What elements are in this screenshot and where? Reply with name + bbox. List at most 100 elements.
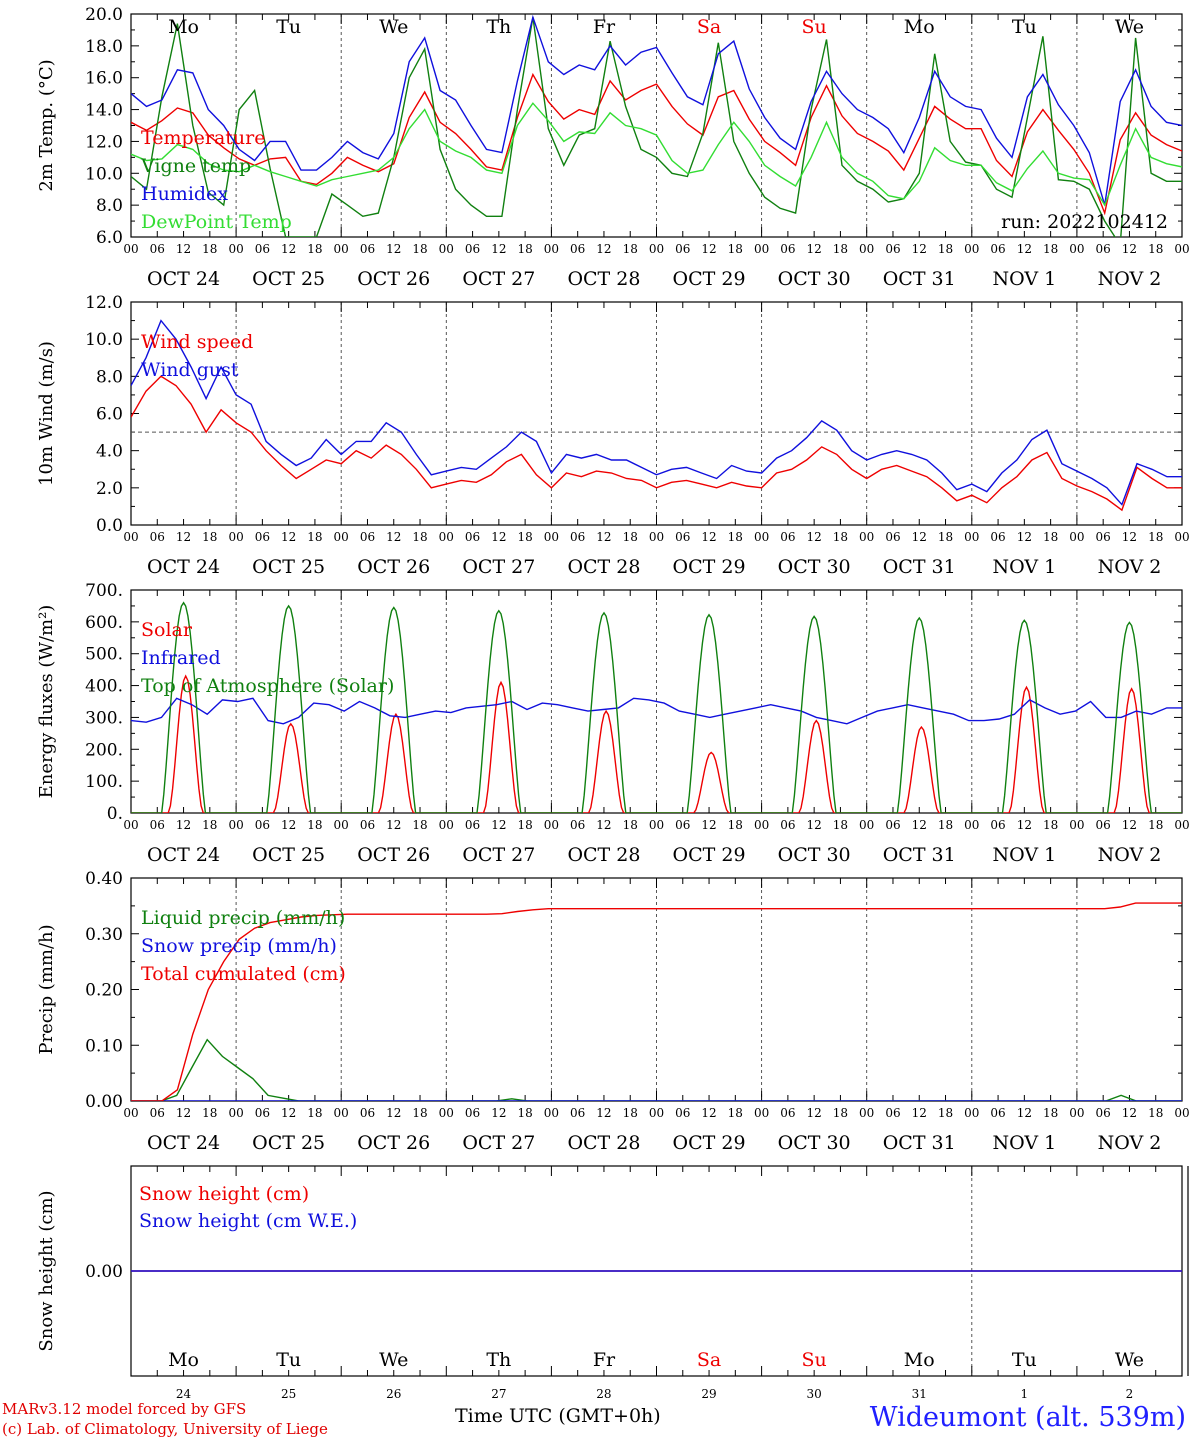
x-hour-label: 06 <box>570 818 585 832</box>
x-hour-label: 06 <box>990 1106 1005 1120</box>
y-axis-label: Snow height (cm) <box>36 1190 57 1351</box>
x-hour-label: 06 <box>570 242 585 256</box>
x-hour-label: 00 <box>1069 818 1084 832</box>
legend-entry: Solar <box>141 619 193 641</box>
x-hour-label: 12 <box>386 242 401 256</box>
weekday-label: Tu <box>276 16 301 38</box>
y-tick-label: 8.0 <box>96 367 123 387</box>
x-hour-label: 18 <box>412 818 427 832</box>
y-tick-label: 12.0 <box>85 293 123 313</box>
x-date-label: OCT 28 <box>567 844 640 866</box>
y-tick-label: 12.0 <box>85 132 123 152</box>
series-line <box>131 102 1182 207</box>
x-hour-label: 00 <box>859 818 874 832</box>
legend-entry: Snow height (cm) <box>139 1183 309 1205</box>
series-line <box>131 902 1182 1101</box>
y-tick-label: 0.00 <box>85 1262 123 1282</box>
x-hour-label: 12 <box>596 818 611 832</box>
x-hour-label: 00 <box>1174 242 1189 256</box>
series-line <box>131 697 1182 725</box>
y-tick-label: 10.0 <box>85 330 123 350</box>
x-hour-label: 18 <box>412 1106 427 1120</box>
x-hour-label: 18 <box>938 530 953 544</box>
x-hour-label: 00 <box>964 242 979 256</box>
y-tick-label: 10.0 <box>85 164 123 184</box>
x-date-label: NOV 1 <box>992 844 1056 866</box>
x-date-label: OCT 29 <box>673 556 746 578</box>
x-hour-label: 12 <box>386 530 401 544</box>
series-group <box>131 14 1182 237</box>
x-hour-label: 06 <box>1096 242 1111 256</box>
x-hour-label: 06 <box>780 1106 795 1120</box>
y-tick-label: 0.30 <box>85 925 123 945</box>
x-date-label: OCT 24 <box>147 844 220 866</box>
x-hour-label: 06 <box>465 242 480 256</box>
x-hour-label: 06 <box>570 530 585 544</box>
lab-credit: (c) Lab. of Climatology, University of L… <box>2 1420 328 1438</box>
x-hour-label: 12 <box>176 242 191 256</box>
x-date-label: NOV 2 <box>1098 556 1162 578</box>
weekday-label: Mo <box>168 1349 199 1371</box>
x-hour-label: 12 <box>596 1106 611 1120</box>
x-hour-label: 18 <box>623 818 638 832</box>
x-hour-label: 18 <box>623 242 638 256</box>
weekday-label: Su <box>802 1349 827 1371</box>
legend-entry: Wind speed <box>141 331 253 353</box>
series-group <box>131 319 1182 512</box>
legend-entry: Top of Atmosphere (Solar) <box>141 675 394 697</box>
x-hour-label: 18 <box>1043 242 1058 256</box>
y-axis-label: Energy fluxes (W/m²) <box>36 605 57 799</box>
x-hour-label: 00 <box>123 818 138 832</box>
x-hour-label: 12 <box>386 818 401 832</box>
x-hour-label: 12 <box>1017 818 1032 832</box>
x-hour-label: 18 <box>412 530 427 544</box>
x-hour-label: 06 <box>150 242 165 256</box>
x-hour-label: 12 <box>1122 242 1137 256</box>
legend-entry: Temperature <box>141 127 265 149</box>
x-hour-label: 18 <box>728 530 743 544</box>
x-hour-label: 18 <box>833 1106 848 1120</box>
y-tick-label: 0.00 <box>85 1092 123 1112</box>
legend-entry: Snow height (cm W.E.) <box>139 1210 357 1232</box>
x-hour-label: 12 <box>491 1106 506 1120</box>
x-hour-label: 00 <box>964 818 979 832</box>
y-axis-label: 2m Temp. (°C) <box>36 59 57 191</box>
day-number-label: 2 <box>1126 1387 1134 1401</box>
x-hour-label: 06 <box>675 242 690 256</box>
x-hour-label: 00 <box>544 818 559 832</box>
y-tick-label: 100. <box>85 772 123 792</box>
x-hour-label: 00 <box>439 530 454 544</box>
x-hour-label: 12 <box>912 530 927 544</box>
weekday-label: Mo <box>168 16 199 38</box>
x-hour-label: 00 <box>439 818 454 832</box>
x-hour-label: 18 <box>623 1106 638 1120</box>
x-hour-label: 06 <box>780 242 795 256</box>
x-hour-label: 12 <box>491 530 506 544</box>
y-axis-label: Precip (mm/h) <box>36 924 57 1054</box>
day-number-label: 27 <box>491 1387 506 1401</box>
x-date-label: OCT 27 <box>462 844 535 866</box>
x-hour-label: 18 <box>1043 1106 1058 1120</box>
x-hour-label: 12 <box>701 818 716 832</box>
weekday-label: Sa <box>697 1349 721 1371</box>
x-hour-label: 06 <box>1096 818 1111 832</box>
x-hour-label: 18 <box>1043 530 1058 544</box>
x-date-label: OCT 24 <box>147 556 220 578</box>
x-hour-label: 00 <box>228 242 243 256</box>
weekday-label: Sa <box>697 16 721 38</box>
x-hour-label: 18 <box>623 530 638 544</box>
day-number-label: 26 <box>386 1387 401 1401</box>
x-date-label: OCT 24 <box>147 1132 220 1154</box>
day-number-label: 28 <box>596 1387 611 1401</box>
x-hour-label: 12 <box>176 818 191 832</box>
x-hour-label: 18 <box>307 530 322 544</box>
legend-entry: DewPoint Temp <box>141 211 292 233</box>
y-tick-label: 2.0 <box>96 479 123 499</box>
x-date-label: NOV 1 <box>992 556 1056 578</box>
x-hour-label: 12 <box>807 1106 822 1120</box>
x-hour-label: 18 <box>202 242 217 256</box>
x-date-label: OCT 31 <box>883 556 956 578</box>
y-tick-label: 500. <box>85 645 123 665</box>
x-hour-label: 18 <box>202 818 217 832</box>
